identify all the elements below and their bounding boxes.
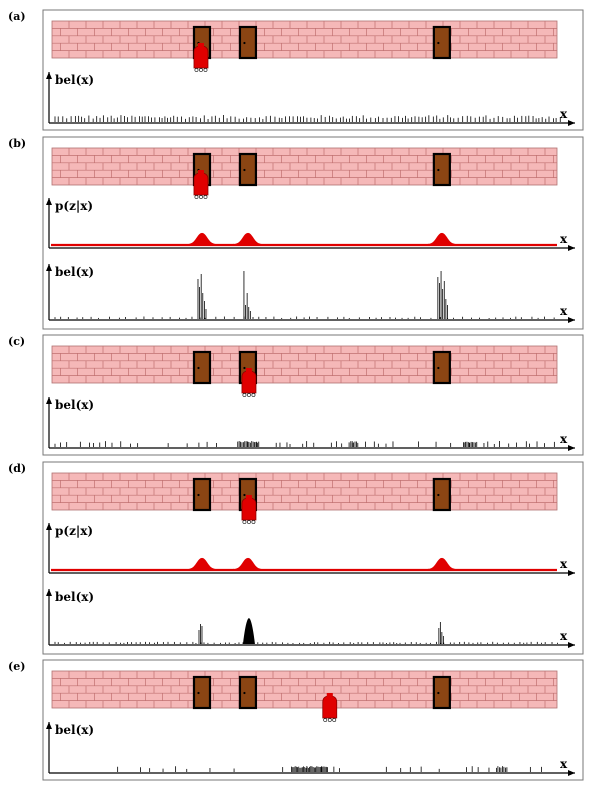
robot-wheel (251, 520, 256, 524)
x-axis-label: x (560, 757, 568, 771)
y-axis-arrow (46, 589, 52, 596)
door-3 (432, 25, 451, 60)
brick-wall (51, 670, 558, 709)
panel-c: (c) bel(x) x (8, 334, 584, 456)
robot-wheel (203, 195, 208, 199)
y-axis-arrow (46, 722, 52, 729)
panel-label: (b) (8, 137, 26, 150)
robot-wheel (242, 520, 247, 524)
robot-sensor (326, 693, 333, 697)
x-axis-label: x (560, 557, 568, 571)
y-axis-label: p(z|x) (55, 524, 93, 538)
robot-sensor (245, 495, 252, 499)
door-knob (437, 493, 440, 497)
robot-wheel (332, 718, 337, 722)
robot-body (241, 370, 257, 394)
robot-sensor (197, 170, 204, 174)
x-axis-arrow (568, 445, 575, 451)
door-1 (192, 350, 212, 385)
x-axis-arrow (568, 120, 575, 126)
x-axis-label: x (560, 107, 568, 121)
robot-wheel (199, 195, 203, 199)
x-axis-arrow (568, 570, 575, 576)
y-axis-label: bel(x) (55, 590, 94, 604)
x-axis-arrow (568, 642, 575, 648)
robot-wheel (194, 68, 199, 72)
brick-wall (51, 345, 558, 384)
panel-label: (e) (8, 660, 25, 673)
y-axis-arrow (46, 264, 52, 271)
belief-peak (242, 618, 255, 644)
robot-wheel (247, 393, 251, 397)
door-2 (238, 152, 258, 187)
panel-label: (d) (8, 462, 26, 475)
door-3 (432, 350, 451, 385)
x-axis-arrow (568, 245, 575, 251)
y-axis-label: bel(x) (55, 723, 94, 737)
door-knob (197, 493, 200, 497)
robot-body (241, 497, 257, 521)
robot-body (193, 172, 209, 196)
door-3 (432, 477, 451, 512)
y-axis-arrow (46, 198, 52, 205)
panel-label: (a) (8, 10, 26, 23)
door-knob (243, 366, 246, 370)
robot-wheel (194, 195, 199, 199)
robot-sensor (245, 368, 252, 372)
door-knob (437, 41, 440, 45)
door-knob (437, 168, 440, 172)
robot-wheel (323, 718, 328, 722)
y-axis-arrow (46, 523, 52, 530)
door-knob (243, 691, 246, 695)
panel-d: (d) p(z|x) x bel(x) x (8, 461, 584, 655)
robot-wheel (242, 393, 247, 397)
robot-wheel (327, 718, 332, 722)
likelihood-curve (51, 232, 557, 247)
door-1 (192, 477, 212, 512)
robot-body (322, 695, 338, 719)
robot-sensor (197, 43, 204, 47)
panel-a: (a) bel(x) x (8, 9, 584, 131)
x-axis-label: x (560, 232, 568, 246)
y-axis-label: bel(x) (55, 73, 94, 87)
door-2 (238, 25, 258, 60)
x-axis-label: x (560, 432, 568, 446)
y-axis-label: p(z|x) (55, 199, 93, 213)
panel-e: (e) bel(x) x (8, 659, 584, 781)
door-knob (243, 168, 246, 172)
y-axis-arrow (46, 397, 52, 404)
door-knob (197, 691, 200, 695)
x-axis-label: x (560, 629, 568, 643)
robot-wheel (251, 393, 256, 397)
x-axis-label: x (560, 304, 568, 318)
door-knob (243, 493, 246, 497)
y-axis-label: bel(x) (55, 265, 94, 279)
robot-wheel (199, 68, 203, 72)
panel-label: (c) (8, 335, 25, 348)
door-knob (437, 691, 440, 695)
door-2 (238, 675, 258, 710)
panel-b: (b) p(z|x) x bel(x) x (8, 136, 584, 330)
brick-wall (51, 472, 558, 511)
door-knob (197, 366, 200, 370)
brick-wall (51, 20, 558, 59)
robot-body (193, 45, 209, 69)
y-axis-label: bel(x) (55, 398, 94, 412)
robot-wheel (203, 68, 208, 72)
door-1 (192, 675, 212, 710)
x-axis-arrow (568, 317, 575, 323)
brick-wall (51, 147, 558, 186)
door-3 (432, 152, 451, 187)
door-knob (437, 366, 440, 370)
robot-wheel (247, 520, 251, 524)
door-3 (432, 675, 451, 710)
door-knob (243, 41, 246, 45)
y-axis-arrow (46, 72, 52, 79)
x-axis-arrow (568, 770, 575, 776)
likelihood-curve (51, 557, 557, 572)
